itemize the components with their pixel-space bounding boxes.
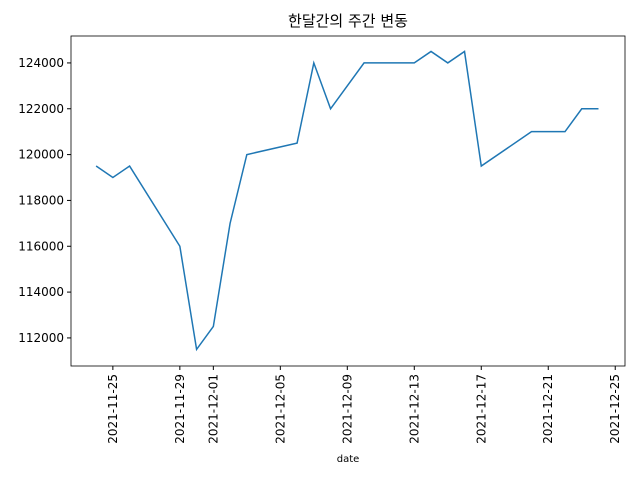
x-tick-label: 2021-12-09 (340, 374, 354, 444)
y-tick-label: 124000 (18, 56, 64, 70)
line (95, 50, 599, 352)
x-tick-label: 2021-12-21 (541, 374, 555, 444)
y-tick-label: 122000 (18, 102, 64, 116)
y-tick-label: 114000 (18, 285, 64, 299)
y-tick-label: 116000 (18, 239, 64, 253)
plot-frame (70, 35, 626, 367)
x-tick-label: 2021-11-25 (106, 374, 120, 444)
x-tick-label: 2021-12-25 (608, 374, 622, 444)
x-tick-label: 2021-11-29 (173, 374, 187, 444)
x-tick-label: 2021-12-05 (273, 374, 287, 444)
x-tick-label: 2021-12-13 (407, 374, 421, 444)
y-tick-label: 120000 (18, 148, 64, 162)
y-tick-label: 112000 (18, 331, 64, 345)
x-axis-label: date (337, 454, 360, 465)
y-tick-label: 118000 (18, 193, 64, 207)
x-tick-label: 2021-12-01 (206, 374, 220, 444)
x-tick-label: 2021-12-17 (474, 374, 488, 444)
chart-title: 한달간의 주간 변동 (288, 12, 408, 30)
